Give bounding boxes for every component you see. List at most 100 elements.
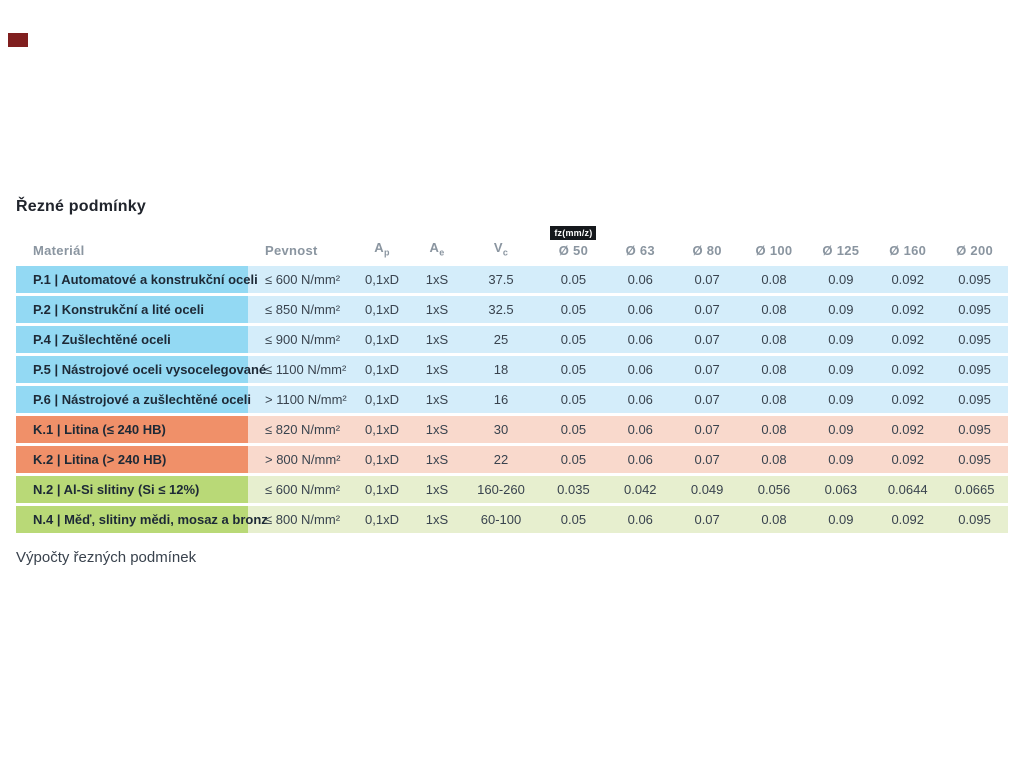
fz-cell: 0.08 bbox=[761, 512, 787, 527]
header-diameter-80: Ø 80 bbox=[692, 243, 722, 258]
fz-cell: 0.08 bbox=[761, 332, 787, 347]
section-title-calculations: Výpočty řezných podmínek bbox=[16, 549, 197, 566]
fz-cell: 0.095 bbox=[958, 512, 991, 527]
fz-cell: 0.092 bbox=[891, 332, 924, 347]
vc-cell: 160-260 bbox=[477, 482, 525, 497]
fz-cell: 0.06 bbox=[627, 332, 653, 347]
fz-cell: 0.05 bbox=[560, 452, 587, 467]
fz-cell: 0.06 bbox=[627, 512, 653, 527]
header-diameter-50-label: Ø 50 bbox=[558, 243, 589, 258]
fz-cell: 0.06 bbox=[627, 392, 653, 407]
material-cell: N.4 | Měď, slitiny mědi, mosaz a bronz bbox=[16, 506, 268, 533]
material-cell: K.2 | Litina (> 240 HB) bbox=[16, 446, 248, 473]
fz-cell: 0.095 bbox=[958, 302, 991, 317]
header-ap-base: A bbox=[374, 240, 384, 256]
fz-cell: 0.08 bbox=[761, 452, 787, 467]
fz-cell: 0.092 bbox=[891, 302, 924, 317]
header-diameter-50: fz(mm/z) Ø 50 bbox=[540, 226, 607, 263]
fz-cell: 0.07 bbox=[694, 392, 720, 407]
pevnost-cell: ≤ 600 N/mm² bbox=[265, 272, 341, 287]
header-ap: Ap bbox=[352, 240, 412, 263]
fz-cell: 0.035 bbox=[557, 482, 590, 497]
ap-cell: 0,1xD bbox=[365, 422, 399, 437]
pevnost-cell: ≤ 820 N/mm² bbox=[265, 422, 341, 437]
header-vc-base: V bbox=[493, 240, 503, 256]
fz-cell: 0.08 bbox=[761, 392, 787, 407]
fz-cell: 0.05 bbox=[560, 302, 587, 317]
material-cell: P.4 | Zušlechtěné oceli bbox=[16, 326, 248, 353]
header-diameter-63: Ø 63 bbox=[625, 243, 655, 258]
fz-cell: 0.056 bbox=[757, 482, 791, 497]
table-header-row: Materiál Pevnost Ap Ae Vc fz(mm/z) Ø 50 … bbox=[16, 226, 1008, 263]
red-marker bbox=[8, 33, 28, 47]
page-title: Řezné podmínky bbox=[16, 198, 146, 215]
fz-cell: 0.06 bbox=[627, 362, 653, 377]
fz-cell: 0.0665 bbox=[954, 482, 995, 497]
fz-cell: 0.09 bbox=[828, 512, 854, 527]
fz-cell: 0.09 bbox=[828, 362, 854, 377]
ae-cell: 1xS bbox=[425, 452, 449, 467]
material-cell: N.2 | Al-Si slitiny (Si ≤ 12%) bbox=[16, 476, 248, 503]
vc-cell: 18 bbox=[493, 362, 509, 377]
material-cell: P.1 | Automatové a konstrukční oceli bbox=[16, 266, 258, 293]
table-row: P.6 | Nástrojové a zušlechtěné oceli > 1… bbox=[16, 386, 1008, 413]
fz-cell: 0.092 bbox=[891, 512, 924, 527]
material-cell: K.1 | Litina (≤ 240 HB) bbox=[16, 416, 248, 443]
fz-cell: 0.09 bbox=[828, 392, 854, 407]
header-diameter-200: Ø 200 bbox=[956, 243, 994, 258]
fz-cell: 0.092 bbox=[891, 362, 924, 377]
fz-cell: 0.08 bbox=[761, 272, 787, 287]
table-row: N.4 | Měď, slitiny mědi, mosaz a bronz ≤… bbox=[16, 506, 1008, 533]
header-vc: Vc bbox=[462, 240, 540, 263]
fz-cell: 0.08 bbox=[761, 302, 787, 317]
vc-cell: 32.5 bbox=[488, 302, 514, 317]
fz-cell: 0.07 bbox=[694, 362, 720, 377]
fz-cell: 0.05 bbox=[560, 332, 587, 347]
ap-cell: 0,1xD bbox=[365, 512, 399, 527]
fz-cell: 0.092 bbox=[891, 392, 924, 407]
ae-cell: 1xS bbox=[425, 512, 449, 527]
ap-cell: 0,1xD bbox=[365, 482, 399, 497]
fz-cell: 0.05 bbox=[560, 272, 587, 287]
fz-cell: 0.05 bbox=[560, 422, 587, 437]
vc-cell: 22 bbox=[493, 452, 509, 467]
fz-cell: 0.09 bbox=[828, 422, 854, 437]
fz-cell: 0.06 bbox=[627, 302, 653, 317]
fz-cell: 0.063 bbox=[824, 482, 858, 497]
ae-cell: 1xS bbox=[425, 392, 449, 407]
material-cell: P.6 | Nástrojové a zušlechtěné oceli bbox=[16, 386, 251, 413]
table-row: P.1 | Automatové a konstrukční oceli ≤ 6… bbox=[16, 266, 1008, 293]
fz-cell: 0.049 bbox=[690, 482, 724, 497]
fz-cell: 0.09 bbox=[828, 302, 854, 317]
header-ae: Ae bbox=[412, 240, 462, 263]
fz-cell: 0.07 bbox=[694, 422, 720, 437]
fz-cell: 0.06 bbox=[627, 452, 653, 467]
vc-cell: 25 bbox=[493, 332, 509, 347]
fz-cell: 0.092 bbox=[891, 422, 924, 437]
cutting-conditions-table: Materiál Pevnost Ap Ae Vc fz(mm/z) Ø 50 … bbox=[16, 226, 1008, 536]
pevnost-cell: ≤ 900 N/mm² bbox=[265, 332, 341, 347]
ap-cell: 0,1xD bbox=[365, 332, 399, 347]
fz-cell: 0.06 bbox=[627, 272, 653, 287]
ae-cell: 1xS bbox=[425, 332, 449, 347]
ap-cell: 0,1xD bbox=[365, 302, 399, 317]
vc-cell: 60-100 bbox=[480, 512, 522, 527]
header-ap-sub: p bbox=[383, 248, 390, 258]
fz-cell: 0.05 bbox=[560, 392, 587, 407]
header-diameter-160: Ø 160 bbox=[889, 243, 927, 258]
table-row: K.1 | Litina (≤ 240 HB) ≤ 820 N/mm² 0,1x… bbox=[16, 416, 1008, 443]
fz-cell: 0.05 bbox=[560, 512, 587, 527]
fz-cell: 0.095 bbox=[958, 332, 991, 347]
ae-cell: 1xS bbox=[425, 362, 449, 377]
ae-cell: 1xS bbox=[425, 272, 449, 287]
ae-cell: 1xS bbox=[425, 482, 449, 497]
fz-cell: 0.095 bbox=[958, 422, 991, 437]
header-vc-sub: c bbox=[502, 248, 509, 258]
fz-cell: 0.092 bbox=[891, 272, 924, 287]
ap-cell: 0,1xD bbox=[365, 362, 399, 377]
fz-cell: 0.07 bbox=[694, 302, 720, 317]
vc-cell: 16 bbox=[493, 392, 509, 407]
ap-cell: 0,1xD bbox=[365, 272, 399, 287]
fz-cell: 0.095 bbox=[958, 362, 991, 377]
